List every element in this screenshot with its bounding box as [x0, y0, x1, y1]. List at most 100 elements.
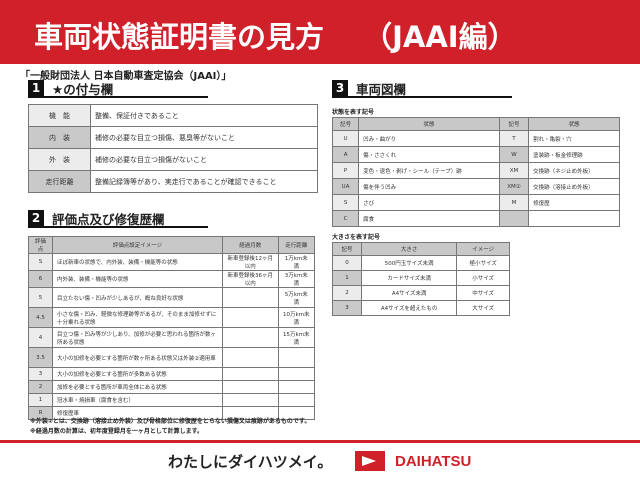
table-cell: 3 [331, 300, 363, 316]
table-row: 4 目立つ傷・凹み等が少しあり、加修が必要と思われる箇所が数ヶ所ある状態 15万km… [28, 327, 316, 348]
table-row: R 修復歴車 [28, 406, 316, 420]
table-row: 2 A4サイズ未満 中サイズ [331, 285, 510, 301]
table-cell: 冠水車・焼損車（腐食を含む） [51, 393, 223, 407]
column-header: 評価点 [28, 236, 53, 254]
column-header: 状態 [528, 117, 620, 131]
table-cell: A4サイズ未満 [361, 285, 458, 301]
column-header: 記号 [498, 117, 530, 131]
table-row: 走行距離 整備記録簿等があり、実走行であることが確認できること [28, 170, 318, 193]
header-row: 記号 状態 記号 状態 [331, 117, 620, 131]
table-row: 4.5 小さな傷・凹み、軽微な修理跡等があるが、そのまま加修せずに十分乗れる状態 1… [28, 307, 316, 328]
table-cell: 2 [331, 285, 363, 301]
table-cell: 内外装、装備・機能等の状態 [51, 270, 223, 288]
table-cell: 極小サイズ [456, 255, 510, 271]
table-cell: C [331, 210, 360, 227]
table-cell: 大小の加修を必要とする箇所が多数ある状態 [51, 367, 223, 381]
column-header: 記号 [331, 242, 363, 256]
notes: ※外装②とは、交換跡（溶接止め外装）及び骨格部位に修復歴をとらない損傷又は痕跡が… [30, 417, 310, 437]
state-symbols-table: 記号 状態 記号 状態 U 凹み・曲がり T 割れ・亀裂・穴 A 傷・ささくれ W 塗装跡・板金修理跡… [331, 117, 620, 227]
table-cell: P [331, 162, 360, 179]
table-cell: A4サイズを超えたもの [361, 300, 458, 316]
table-cell: 凹み・曲がり [358, 130, 500, 147]
section-title: 評価点及び修復歴欄 [52, 211, 165, 227]
column-header: 記号 [331, 117, 360, 131]
table-cell [277, 380, 316, 394]
column-header: イメージ [456, 242, 510, 256]
table-cell [221, 287, 279, 308]
table-cell: 傷・ささくれ [358, 146, 500, 163]
section-title: 車両図欄 [356, 81, 407, 97]
table-cell [277, 367, 316, 381]
table-cell [221, 393, 279, 407]
table-cell: S [331, 194, 360, 211]
brand-name: DAIHATSU [395, 452, 472, 470]
table-cell: M [498, 194, 530, 211]
table-row: 1 カードサイズ未満 小サイズ [331, 270, 510, 286]
table-cell [277, 406, 316, 420]
table-cell: 塗装跡・板金修理跡 [528, 146, 620, 163]
table-row: 3 A4サイズを超えたもの 大サイズ [331, 300, 510, 316]
table-cell: 大小の加修を必要とする箇所が数ヶ所ある状態又は外装②適用車 [51, 347, 223, 368]
table-cell: 新車登録後36ヶ月以内 [221, 270, 279, 288]
table-row: UA 傷を伴う凹み XM② 交換跡（溶接止め外板） [331, 178, 620, 195]
table-cell: 腐食 [358, 210, 500, 227]
column-header: 状態 [358, 117, 500, 131]
section-title: ★の付与欄 [52, 81, 114, 97]
table-cell: ほぼ新車の状態で、内外装、装備・機能等の状態 [51, 253, 223, 271]
column-header: 評価点設定イメージ [51, 236, 223, 254]
section-1-heading: 1 ★の付与欄 [28, 80, 208, 98]
table-cell: 500円玉サイズ未満 [361, 255, 458, 271]
page-title: 車両状態証明書の見方 （JAAI編） [0, 0, 640, 64]
table-cell: 割れ・亀裂・穴 [528, 130, 620, 147]
evaluation-score-table: 評価点 評価点設定イメージ 経過月数 走行距離 S ほぼ新車の状態で、内外装、装備・機能等… [28, 236, 316, 420]
table-cell [221, 380, 279, 394]
table-cell: 修復歴車 [51, 406, 223, 420]
table-cell: 外 装 [28, 148, 91, 171]
table-cell: 6 [28, 270, 53, 288]
state-symbols-title: 状態を表す記号 [332, 109, 375, 116]
table-row: S さび M 修復歴 [331, 194, 620, 211]
table-cell: 交換跡（溶接止め外板） [528, 178, 620, 195]
table-cell [221, 347, 279, 368]
table-cell: 0 [331, 255, 363, 271]
header-row: 評価点 評価点設定イメージ 経過月数 走行距離 [28, 236, 316, 254]
table-row: 内 装補修の必要な目立つ損傷、悪臭等がないこと [28, 126, 318, 149]
daihatsu-mark-icon [355, 451, 385, 471]
table-cell: XM [498, 162, 530, 179]
table-cell: 整備、保証付きであること [90, 104, 318, 127]
table-cell: W [498, 146, 530, 163]
table-cell: S [28, 253, 53, 271]
table-row: 1 冠水車・焼損車（腐食を含む） [28, 393, 316, 407]
table-cell: 走行距離 [28, 170, 91, 193]
table-cell: T [498, 130, 530, 147]
table-cell [277, 347, 316, 368]
table-cell: 3 [28, 367, 53, 381]
table-cell: 5万km未満 [277, 287, 316, 308]
table-cell: UA [331, 178, 360, 195]
note: ※経過月数の計算は、初年度登録月を一ヶ月として計算します。 [30, 428, 204, 435]
table-row: 外 装補修の必要な目立つ損傷がないこと [28, 148, 318, 171]
table-cell [498, 210, 530, 227]
table-cell: 交換跡（ネジ止め外板） [528, 162, 620, 179]
note: ※外装②とは、交換跡（溶接止め外装）及び骨格部位に修復歴をとらない損傷又は痕跡が… [30, 418, 311, 425]
table-cell: 修復歴 [528, 194, 620, 211]
table-cell: 1万km未満 [277, 253, 316, 271]
table-row: 5 目立たない傷・凹みが少しあるが、概ね良好な状態 5万km未満 [28, 287, 316, 308]
table-cell: 整備記録簿等があり、実走行であることが確認できること [90, 170, 318, 193]
table-cell: 中サイズ [456, 285, 510, 301]
slogan: わたしにダイハツメイ。 [168, 453, 333, 471]
table-cell: 目立つ傷・凹み等が少しあり、加修が必要と思われる箇所が数ヶ所ある状態 [51, 327, 223, 348]
table-cell: A [331, 146, 360, 163]
table-cell: 10万km未満 [277, 307, 316, 328]
divider [0, 440, 640, 443]
table-cell: 小サイズ [456, 270, 510, 286]
table-cell: 2 [28, 380, 53, 394]
column-header: 経過月数 [221, 236, 279, 254]
section-number: 2 [28, 210, 44, 226]
table-cell: 内 装 [28, 126, 91, 149]
star-criteria-table: 機 能整備、保証付きであること内 装補修の必要な目立つ損傷、悪臭等がないこと外 … [28, 104, 318, 193]
organization-name: 「一般財団法人 日本自動車査定協会（JAAI）」 [20, 71, 232, 82]
table-cell: 15万km未満 [277, 327, 316, 348]
table-cell: 大サイズ [456, 300, 510, 316]
table-cell [528, 210, 620, 227]
